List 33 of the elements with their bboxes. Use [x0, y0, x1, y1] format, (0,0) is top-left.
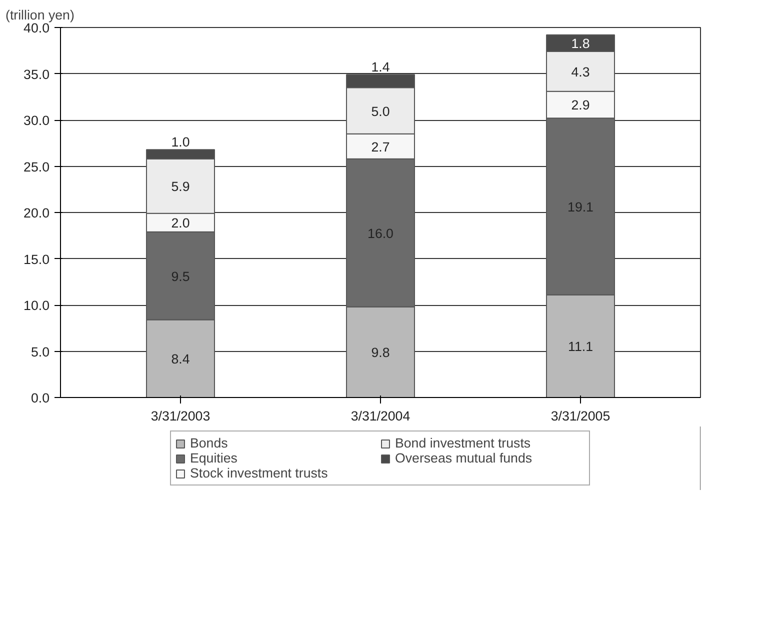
data-label: 4.3: [571, 64, 590, 80]
y-tick-label: 5.0: [30, 344, 50, 360]
data-label: 5.9: [171, 179, 190, 194]
data-label: 11.1: [568, 339, 593, 354]
data-label: 19.1: [568, 199, 594, 214]
data-label: 1.8: [571, 36, 590, 52]
legend-label: Overseas mutual funds: [395, 450, 534, 466]
data-label: 8.4: [171, 352, 190, 367]
y-tick-label: 15.0: [24, 252, 50, 267]
y-tick-label: 20.0: [24, 206, 50, 220]
data-label: 9.8: [371, 345, 390, 360]
y-tick-label: 10.0: [24, 298, 50, 313]
legend-label: Stock investment trusts: [190, 466, 329, 480]
data-label: 1.4: [371, 60, 390, 75]
y-axis-title: (trillion yen): [6, 8, 74, 22]
legend-label: Bonds: [190, 436, 229, 450]
legend-label: Bond investment trusts: [395, 436, 532, 450]
data-label: 1.0: [171, 134, 190, 150]
data-label: 2.7: [371, 139, 390, 154]
y-tick-label: 40.0: [24, 20, 50, 36]
y-tick-label: 25.0: [24, 159, 50, 174]
y-tick-label: 35.0: [24, 66, 50, 82]
x-tick-label: 3/31/2003: [150, 408, 210, 424]
legend-label: Equities: [190, 450, 238, 466]
data-label: 9.5: [171, 268, 190, 284]
data-label: 2.9: [571, 98, 590, 113]
data-label: 2.0: [171, 216, 190, 231]
y-tick-label: 0.0: [30, 390, 50, 406]
data-label: 5.0: [371, 104, 390, 119]
data-label: 16.0: [368, 226, 394, 241]
x-tick-label: 3/31/2005: [550, 408, 610, 424]
x-tick-label: 3/31/2004: [350, 408, 411, 424]
y-tick-label: 30.0: [24, 113, 50, 128]
